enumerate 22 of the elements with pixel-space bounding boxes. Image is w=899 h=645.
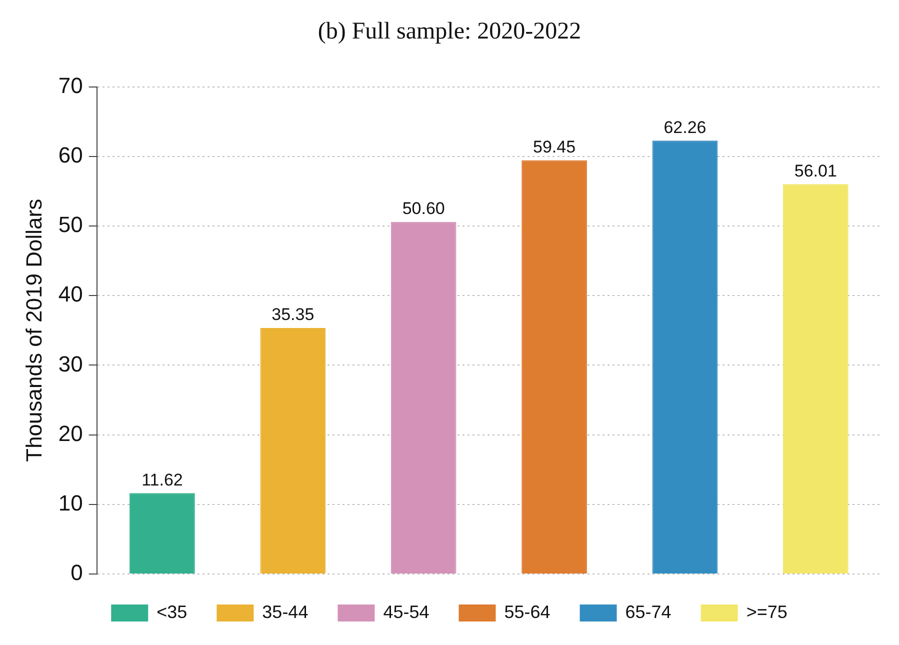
- data-label: 59.45: [533, 137, 576, 156]
- y-tick-label: 0: [70, 560, 83, 586]
- legend-label: 65-74: [625, 602, 672, 622]
- y-axis-title: Thousands of 2019 Dollars: [21, 198, 46, 462]
- legend-label: 45-54: [383, 602, 430, 622]
- legend-label: <35: [156, 602, 188, 622]
- legend-label: 55-64: [504, 602, 550, 622]
- y-tick-label: 10: [58, 490, 83, 516]
- y-tick-label: 40: [58, 282, 83, 307]
- data-label: 50.60: [402, 199, 445, 218]
- data-label: 35.35: [272, 305, 314, 324]
- y-tick-label: 30: [58, 351, 83, 376]
- y-tick-label: 60: [58, 142, 83, 168]
- y-tick-label: 20: [58, 420, 83, 446]
- chart-title: (b) Full sample: 2020-2022: [318, 18, 582, 45]
- data-label: 11.62: [142, 470, 183, 490]
- data-label: 56.01: [794, 161, 837, 180]
- y-tick-label: 70: [58, 72, 83, 98]
- data-label: 62.26: [664, 118, 706, 137]
- y-tick-label: 50: [58, 212, 83, 238]
- legend-label: >=75: [746, 602, 788, 622]
- legend-label: 35-44: [262, 602, 308, 622]
